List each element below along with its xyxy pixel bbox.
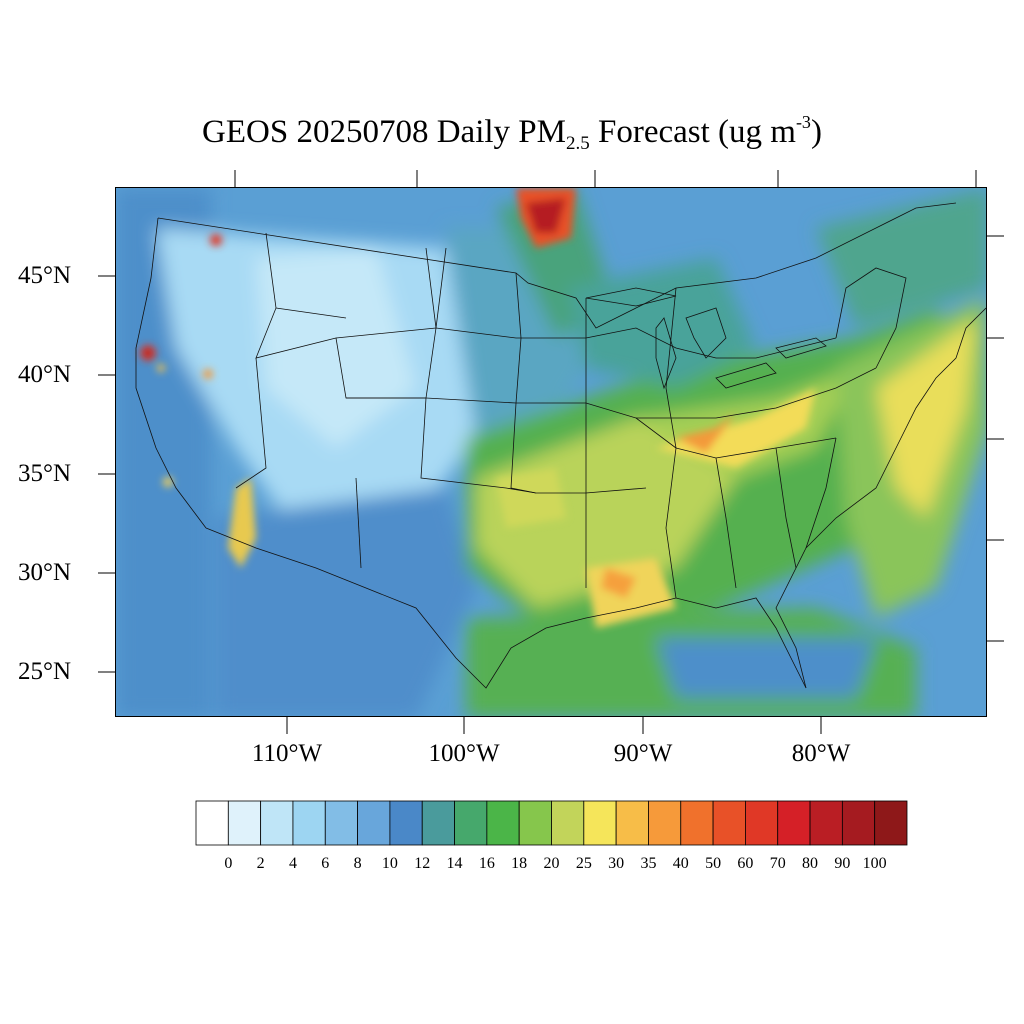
colorbar-label: 35 <box>640 855 657 872</box>
lon-label-100w: 100°W <box>428 740 500 767</box>
colorbar-swatch <box>389 800 423 846</box>
title-suffix: ) <box>810 114 822 150</box>
lon-label-110w: 110°W <box>251 740 323 767</box>
lat-label-30: 30°N <box>18 559 72 586</box>
colorbar-swatch <box>357 800 391 846</box>
title-mid: Forecast (ug m <box>589 114 796 150</box>
colorbar-label: 18 <box>511 855 528 872</box>
colorbar-label: 2 <box>256 855 265 872</box>
title-superscript: -3 <box>795 112 811 132</box>
colorbar-label: 8 <box>353 855 362 872</box>
colorbar-swatch <box>454 800 488 846</box>
colorbar-label: 20 <box>543 855 560 872</box>
colorbar-label: 6 <box>321 855 330 872</box>
pm25-map <box>115 187 987 717</box>
colorbar-label: 60 <box>737 855 754 872</box>
colorbar <box>195 800 908 846</box>
colorbar-label: 10 <box>381 855 398 872</box>
map-title: GEOS 20250708 Daily PM2.5 Forecast (ug m… <box>0 112 1024 155</box>
colorbar-swatch <box>551 800 585 846</box>
colorbar-label: 4 <box>288 855 297 872</box>
colorbar-label: 80 <box>802 855 819 872</box>
lat-label-45: 45°N <box>18 262 72 289</box>
lat-label-25: 25°N <box>18 658 72 685</box>
colorbar-label: 70 <box>769 855 786 872</box>
colorbar-swatch <box>324 800 358 846</box>
colorbar-label: 40 <box>672 855 689 872</box>
colorbar-label: 16 <box>478 855 495 872</box>
colorbar-swatch <box>841 800 876 846</box>
title-subscript: 2.5 <box>565 133 590 154</box>
lat-label-35: 35°N <box>18 460 72 487</box>
colorbar-swatch <box>809 800 843 846</box>
colorbar-swatch <box>745 800 779 846</box>
colorbar-swatch <box>615 800 649 846</box>
colorbar-label: 0 <box>224 855 233 872</box>
pm25-field <box>116 188 986 716</box>
colorbar-swatch <box>874 800 908 846</box>
colorbar-label: 100 <box>862 855 887 872</box>
colorbar-swatch <box>292 800 326 846</box>
colorbar-swatch <box>421 800 455 846</box>
colorbar-swatch <box>680 800 714 846</box>
colorbar-swatch <box>712 800 746 846</box>
colorbar-swatch <box>260 800 294 846</box>
colorbar-label: 50 <box>705 855 722 872</box>
colorbar-label: 90 <box>834 855 851 872</box>
colorbar-swatch <box>648 800 682 846</box>
colorbar-label: 14 <box>446 855 463 872</box>
colorbar-label: 30 <box>608 855 625 872</box>
colorbar-swatch <box>486 800 520 846</box>
colorbar-swatch <box>227 800 262 846</box>
title-prefix: GEOS 20250708 Daily PM <box>202 114 566 150</box>
colorbar-label: 12 <box>414 855 431 872</box>
colorbar-swatch <box>777 800 811 846</box>
great-lakes <box>585 287 827 390</box>
lon-label-80w: 80°W <box>791 740 851 767</box>
lon-label-90w: 90°W <box>613 740 673 767</box>
colorbar-swatch <box>518 800 552 846</box>
state-boundaries <box>135 202 986 689</box>
colorbar-swatch <box>583 800 617 846</box>
colorbar-swatch <box>195 800 229 846</box>
colorbar-label: 25 <box>575 855 592 872</box>
lat-label-40: 40°N <box>18 361 72 388</box>
